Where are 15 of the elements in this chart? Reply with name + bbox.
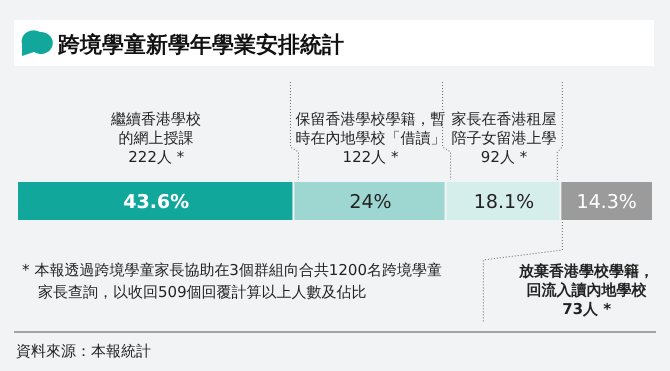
source-note: 資料來源：本報統計 bbox=[16, 342, 151, 360]
text: * 本報透過跨境學童家長協助在3個群組向合共1200名跨境學童家長查詢，以收回509個回覆計算以上人數及佔比 bbox=[22, 261, 442, 301]
text: 73人 * bbox=[562, 300, 612, 318]
text: 繼續香港學校的網上授課 bbox=[110, 110, 202, 147]
data-label: 24% bbox=[349, 191, 392, 213]
text: 222人 * bbox=[128, 148, 185, 166]
chart-title: 跨境學童新學年學業安排統計 bbox=[57, 32, 344, 58]
text: 家長在香港租屋陪子女留港上學 bbox=[451, 110, 556, 147]
text: 放棄香港學校學籍，回流入讀內地學校 bbox=[518, 262, 654, 299]
text: 122人 * bbox=[342, 148, 399, 166]
data-label: 14.3% bbox=[576, 191, 637, 213]
text: 92人 * bbox=[480, 148, 528, 166]
data-label: 43.6% bbox=[123, 191, 190, 213]
data-label: 18.1% bbox=[474, 191, 534, 213]
text: 保留香港學校學籍，暫時在內地學校「借讀」 bbox=[296, 110, 446, 147]
